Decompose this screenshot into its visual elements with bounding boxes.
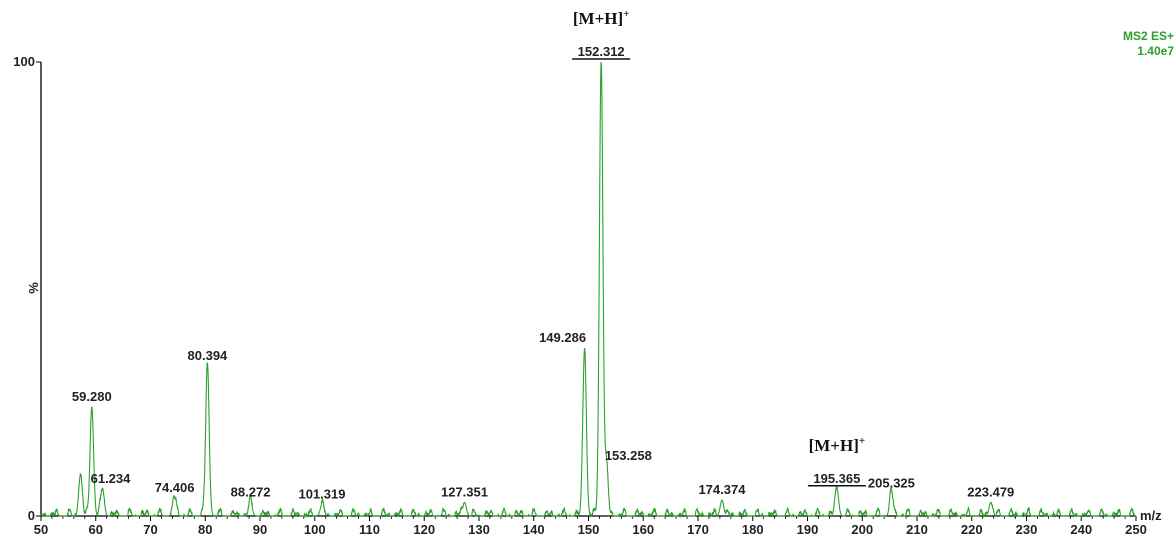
ion-annotation: [M+H]+ bbox=[809, 435, 866, 455]
peak-label: 101.319 bbox=[298, 487, 345, 502]
peak-label: 59.280 bbox=[72, 389, 112, 404]
x-tick-label: 80 bbox=[198, 522, 212, 537]
x-tick-label: 230 bbox=[1016, 522, 1038, 537]
x-tick-label: 220 bbox=[961, 522, 983, 537]
x-tick-label: 130 bbox=[468, 522, 490, 537]
x-tick-label: 240 bbox=[1070, 522, 1092, 537]
x-tick-label: 180 bbox=[742, 522, 764, 537]
peak-label: 61.234 bbox=[91, 471, 132, 486]
peak-label: 174.374 bbox=[698, 482, 746, 497]
peak-label: 195.365 bbox=[813, 471, 860, 486]
x-tick-label: 250 bbox=[1125, 522, 1147, 537]
intensity-label: 1.40e7 bbox=[1137, 44, 1174, 58]
x-tick-label: 70 bbox=[143, 522, 157, 537]
peak-label: 153.258 bbox=[605, 448, 652, 463]
ion-annotation: [M+H]+ bbox=[573, 8, 630, 28]
x-tick-label: 160 bbox=[632, 522, 654, 537]
peak-label: 223.479 bbox=[967, 484, 1014, 499]
x-tick-label: 120 bbox=[413, 522, 435, 537]
y-tick-label: 0 bbox=[28, 508, 35, 523]
x-tick-label: 210 bbox=[906, 522, 928, 537]
instrument-label: MS2 ES+ bbox=[1123, 29, 1174, 43]
x-tick-label: 140 bbox=[523, 522, 545, 537]
spectrum-line bbox=[40, 61, 1136, 519]
peak-label: 88.272 bbox=[231, 484, 271, 499]
y-axis-label: % bbox=[26, 282, 41, 294]
x-tick-label: 90 bbox=[253, 522, 267, 537]
peak-label: 80.394 bbox=[188, 348, 229, 363]
x-tick-label: 190 bbox=[797, 522, 819, 537]
x-tick-label: 50 bbox=[34, 522, 48, 537]
y-tick-label: 100 bbox=[13, 54, 35, 69]
x-tick-label: 150 bbox=[578, 522, 600, 537]
peak-label: 152.312 bbox=[578, 44, 625, 59]
x-tick-label: 60 bbox=[89, 522, 103, 537]
x-tick-label: 170 bbox=[687, 522, 709, 537]
x-axis-label: m/z bbox=[1140, 508, 1162, 523]
peak-label: 205.325 bbox=[868, 475, 915, 490]
peak-label: 127.351 bbox=[441, 484, 488, 499]
x-tick-label: 110 bbox=[359, 522, 380, 537]
x-tick-label: 100 bbox=[304, 522, 326, 537]
x-tick-label: 200 bbox=[851, 522, 873, 537]
peak-label: 74.406 bbox=[155, 480, 195, 495]
peak-label: 149.286 bbox=[539, 330, 586, 345]
